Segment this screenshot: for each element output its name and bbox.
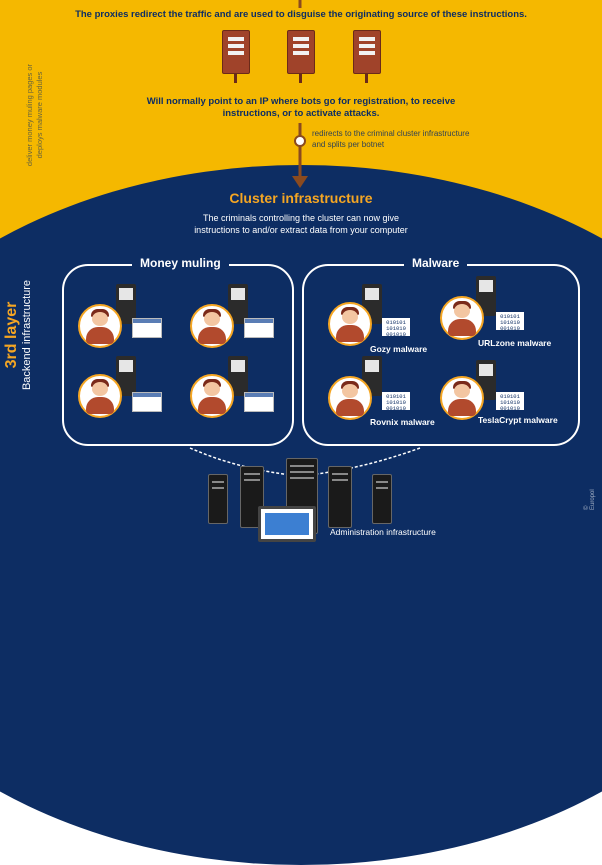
binary-code-icon: 010101 101010 001010	[496, 312, 524, 332]
laptop-icon	[258, 506, 316, 542]
server-stand	[234, 73, 237, 83]
layer-number: 3rd layer	[3, 301, 20, 369]
urlzone-malware-label: URLzone malware	[478, 338, 552, 348]
rack-server-icon	[372, 474, 392, 524]
computer-icon	[116, 284, 136, 324]
binary-code-icon: 010101 101010 001010	[496, 392, 524, 412]
layer-name: Backend infrastructure	[21, 279, 33, 391]
browser-window-icon	[132, 318, 162, 338]
ip-description: Will normally point to an IP where bots …	[146, 96, 456, 119]
criminal-avatar-icon	[440, 376, 484, 420]
binary-code-icon: 010101 101010 001010	[382, 318, 410, 338]
gozy-malware-label: Gozy malware	[370, 344, 428, 354]
server-stand	[299, 73, 302, 83]
computer-icon	[228, 356, 248, 396]
money-mule-avatar-icon	[190, 374, 234, 418]
server-stand	[365, 73, 368, 83]
proxy-server-icon	[287, 30, 315, 74]
proxies-description: The proxies redirect the traffic and are…	[75, 9, 527, 20]
redirect-description: redirects to the criminal cluster infras…	[312, 129, 470, 149]
layer-label: 3rd layer Backend infrastructure	[3, 275, 33, 395]
admin-infrastructure-label: Administration infrastructure	[330, 527, 436, 537]
computer-icon	[116, 356, 136, 396]
money-mule-avatar-icon	[190, 304, 234, 348]
copyright-text: © Europol	[584, 489, 596, 510]
criminal-avatar-icon	[328, 376, 372, 420]
computer-icon	[228, 284, 248, 324]
browser-window-icon	[132, 392, 162, 412]
binary-code-icon: 010101 101010 001010	[382, 392, 410, 412]
money-mule-avatar-icon	[78, 374, 122, 418]
malware-title: Malware	[404, 256, 468, 270]
cluster-description: The criminals controlling the cluster ca…	[194, 213, 408, 235]
money-muling-title: Money muling	[132, 256, 229, 270]
rovnix-malware-label: Rovnix malware	[370, 417, 435, 427]
criminal-avatar-icon	[440, 296, 484, 340]
money-mule-avatar-icon	[78, 304, 122, 348]
rack-server-icon	[240, 466, 264, 528]
teslacrypt-malware-label: TeslaCrypt malware	[478, 415, 558, 425]
browser-window-icon	[244, 392, 274, 412]
rack-server-icon	[328, 466, 352, 528]
cluster-title: Cluster infrastructure	[229, 190, 373, 206]
rack-server-icon	[208, 474, 228, 524]
criminal-avatar-icon	[328, 302, 372, 346]
browser-window-icon	[244, 318, 274, 338]
money-muling-box	[62, 264, 294, 446]
